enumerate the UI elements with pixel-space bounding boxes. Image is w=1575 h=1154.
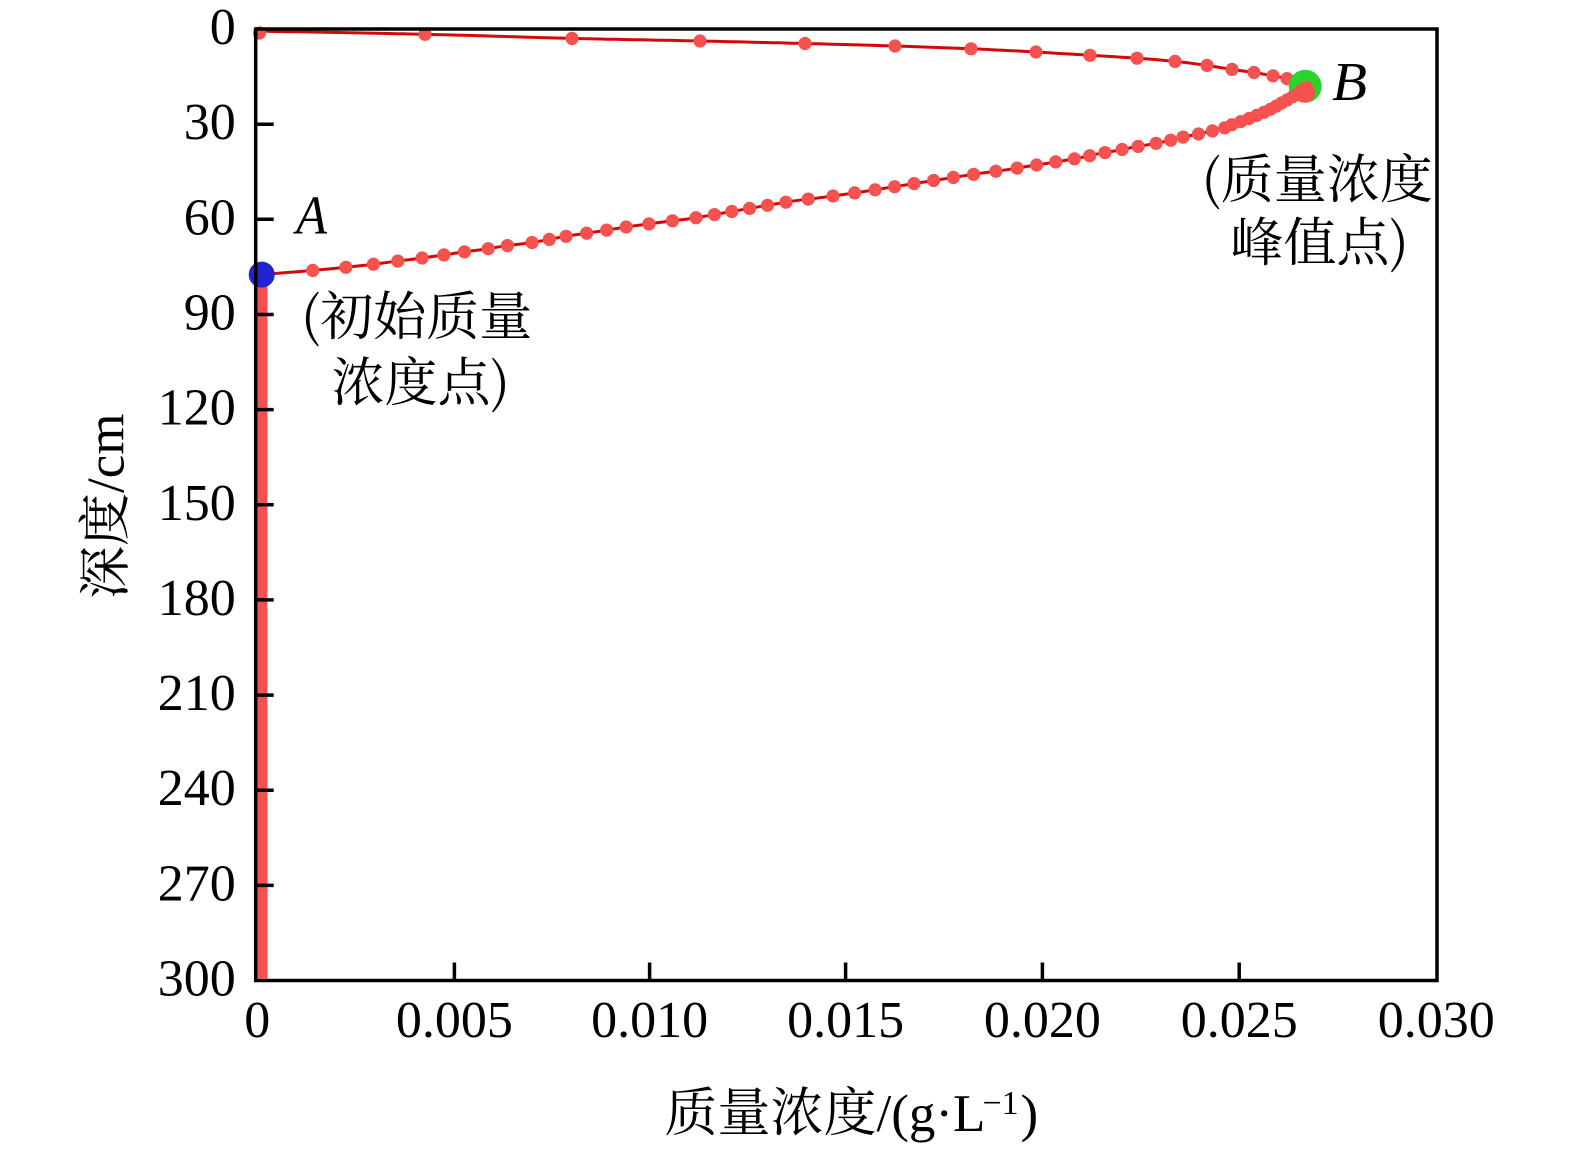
svg-text:210: 210 <box>158 665 236 722</box>
svg-text:0: 0 <box>244 992 270 1049</box>
svg-text:): ) <box>1021 1085 1039 1143</box>
svg-text:0.010: 0.010 <box>591 992 708 1049</box>
svg-text:90: 90 <box>184 285 236 342</box>
svg-text:/cm: /cm <box>78 414 136 493</box>
svg-text:60: 60 <box>184 189 236 246</box>
svg-text:−1: −1 <box>983 1085 1019 1122</box>
svg-text:0.020: 0.020 <box>984 992 1101 1049</box>
svg-text:0.030: 0.030 <box>1378 992 1495 1049</box>
svg-text:270: 270 <box>158 855 236 912</box>
svg-text:0.025: 0.025 <box>1181 992 1298 1049</box>
svg-text:120: 120 <box>158 380 236 437</box>
svg-text:/(g·L: /(g·L <box>877 1085 986 1143</box>
svg-text:0: 0 <box>210 0 236 56</box>
svg-text:180: 180 <box>158 570 236 627</box>
svg-text:30: 30 <box>184 94 236 151</box>
svg-text:150: 150 <box>158 475 236 532</box>
svg-text:0.005: 0.005 <box>396 992 513 1049</box>
svg-text:0.015: 0.015 <box>787 992 904 1049</box>
svg-text:A: A <box>292 185 327 246</box>
svg-text:240: 240 <box>158 760 236 817</box>
svg-text:B: B <box>1332 51 1367 112</box>
svg-text:300: 300 <box>158 951 236 1008</box>
